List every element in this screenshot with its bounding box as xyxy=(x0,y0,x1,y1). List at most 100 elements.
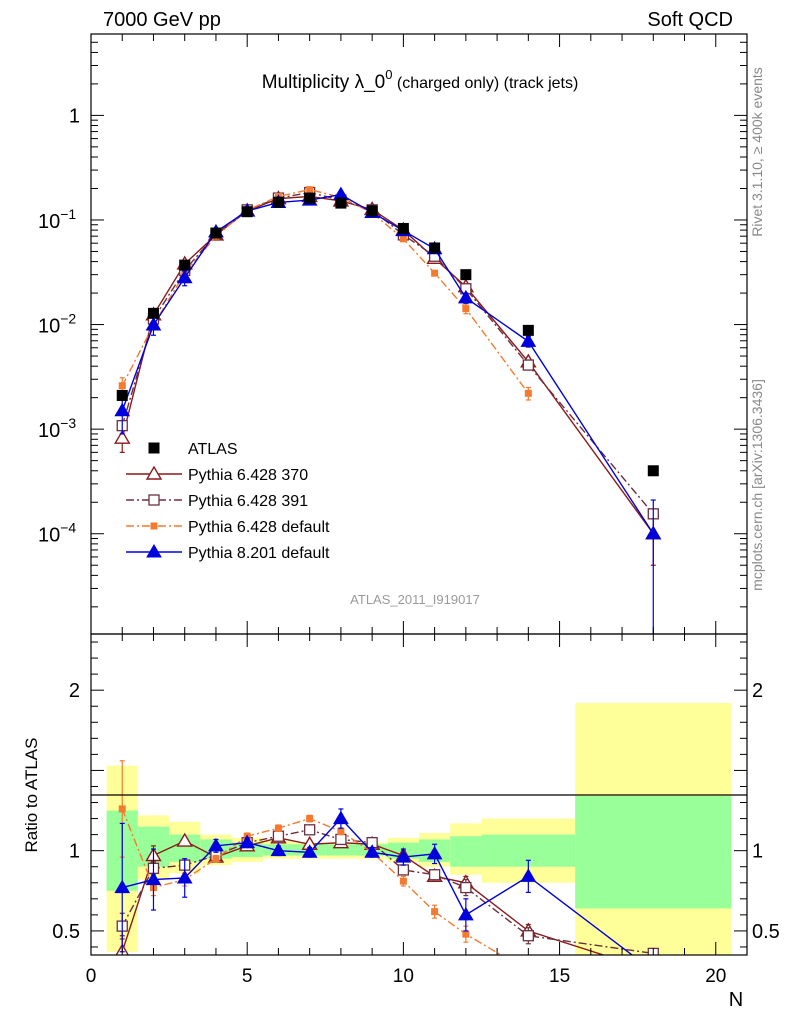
ratio-y-tick-label: 2 xyxy=(69,680,80,702)
main-pdef-point xyxy=(399,235,407,243)
ratio-y-tick-label-right: 1 xyxy=(752,841,763,863)
chart-title: Multiplicity λ_00 (charged only) (track … xyxy=(262,67,579,93)
uncertainty-bands xyxy=(106,703,732,955)
ratio-p391-point xyxy=(304,824,316,836)
main-p391-point xyxy=(522,359,534,371)
y-tick-label: 10−1 xyxy=(38,206,76,233)
legend-item-atlas: ATLAS xyxy=(148,441,238,458)
ratio-p370-point xyxy=(176,832,193,847)
ratio-p8-point xyxy=(426,845,443,860)
main-pdef-point xyxy=(118,382,126,390)
green-band-11 xyxy=(450,836,482,867)
main-atlas-point xyxy=(397,222,409,234)
main-atlas-point xyxy=(179,259,191,271)
y-tick-label: 10−4 xyxy=(38,520,76,547)
ratio-y-tick-label-right: 2 xyxy=(752,680,763,702)
main-p8-point xyxy=(114,402,131,417)
main-pdef-point xyxy=(524,389,532,397)
ratio-p391-point xyxy=(272,830,285,842)
mcplots-credit-label: mcplots.cern.ch [arXiv:1306.3436] xyxy=(749,379,765,591)
x-tick-label: 0 xyxy=(86,966,97,987)
ratio-pdef-point xyxy=(274,824,282,832)
ratio-p8-point xyxy=(301,844,318,858)
main-p391-line xyxy=(121,191,654,515)
main-p8-point xyxy=(176,269,193,284)
x-tick-label: 20 xyxy=(705,966,726,987)
ratio-pdef-point xyxy=(118,805,126,813)
ratio-y-tick-label: 0.5 xyxy=(52,921,80,943)
ratio-p391-point xyxy=(522,930,534,942)
category-label: Soft QCD xyxy=(647,9,733,31)
main-p8-point xyxy=(145,317,162,331)
y-tick-label: 1 xyxy=(69,105,80,127)
main-atlas-point xyxy=(460,269,472,281)
ratio-pdef-point xyxy=(399,877,407,885)
green-band-13 xyxy=(575,796,732,909)
main-panel-series xyxy=(114,186,662,634)
legend-label-p391: Pythia 6.428 391 xyxy=(188,493,308,510)
ratio-p391-point xyxy=(460,881,472,894)
ratio-p8-point xyxy=(457,906,474,921)
x-axis-label: N xyxy=(729,989,743,1011)
ratio-p8-point xyxy=(364,844,381,858)
ratio-p8-point xyxy=(176,869,193,884)
ratio-p8-point xyxy=(239,834,256,849)
y-tick-label: 10−2 xyxy=(38,311,76,338)
ratio-p8-point xyxy=(646,964,660,976)
ratio-axis-label: Ratio to ATLAS xyxy=(22,738,41,853)
x-tick-label: 5 xyxy=(242,966,253,987)
main-atlas-point xyxy=(241,206,253,218)
main-atlas-point xyxy=(210,227,222,239)
legend-label-atlas: ATLAS xyxy=(188,441,238,458)
ratio-p8-point xyxy=(395,849,412,863)
main-atlas-point xyxy=(147,307,159,319)
ratio-panel-series xyxy=(114,760,660,976)
main-atlas-point xyxy=(116,389,128,401)
ratio-p8-point xyxy=(145,871,162,886)
legend-label-p370: Pythia 6.428 370 xyxy=(188,467,308,484)
ratio-p370-point xyxy=(646,964,660,976)
analysis-watermark: ATLAS_2011_I919017 xyxy=(350,592,480,607)
x-tick-label: 10 xyxy=(393,966,414,987)
ratio-p8-line xyxy=(122,817,634,955)
ratio-pdef-point xyxy=(462,930,470,938)
ratio-y-tick-label-right: 0.5 xyxy=(752,921,780,943)
ratio-pdef-point xyxy=(337,827,345,835)
ratio-p8-series xyxy=(114,808,660,976)
x-tick-label: 15 xyxy=(549,966,570,987)
ratio-p8-point xyxy=(114,879,131,894)
legend-marker-atlas xyxy=(148,442,160,454)
legend-marker-p391 xyxy=(148,494,160,506)
legend-item-p370: Pythia 6.428 370 xyxy=(126,465,308,484)
ratio-p8-point xyxy=(208,837,224,852)
ratio-pdef-point xyxy=(306,815,314,823)
rivet-version-label: Rivet 3.1.10, ≥ 400k events xyxy=(749,67,765,237)
main-atlas-point xyxy=(304,192,316,204)
ratio-pdef-point xyxy=(212,855,220,863)
energy-label: 7000 GeV pp xyxy=(103,9,221,31)
main-atlas-series xyxy=(116,192,659,477)
legend-item-p8: Pythia 8.201 default xyxy=(126,544,330,562)
main-atlas-point xyxy=(335,197,347,209)
main-p370-line xyxy=(121,195,654,535)
legend-label-pdef: Pythia 6.428 default xyxy=(188,519,330,536)
ratio-p391-point xyxy=(428,869,441,881)
main-p8-point xyxy=(457,289,474,304)
legend-label-p8: Pythia 8.201 default xyxy=(188,545,330,562)
main-atlas-point xyxy=(522,324,534,336)
ratio-panel-frame xyxy=(90,633,748,956)
ratio-pdef-point xyxy=(525,968,532,975)
main-p8-point xyxy=(645,525,662,540)
main-atlas-point xyxy=(366,205,378,217)
main-p8-point xyxy=(520,333,537,347)
main-pdef-point xyxy=(306,186,314,194)
green-band-7 xyxy=(325,844,357,856)
ratio-y-tick-label: 1 xyxy=(69,841,80,863)
ratio-p8-point xyxy=(520,868,537,882)
main-panel-frame xyxy=(90,33,748,635)
main-p370-point xyxy=(114,429,131,444)
legend-marker-pdef xyxy=(150,522,158,530)
legend-marker-p370 xyxy=(145,465,163,480)
legend-item-pdef: Pythia 6.428 default xyxy=(126,519,330,536)
